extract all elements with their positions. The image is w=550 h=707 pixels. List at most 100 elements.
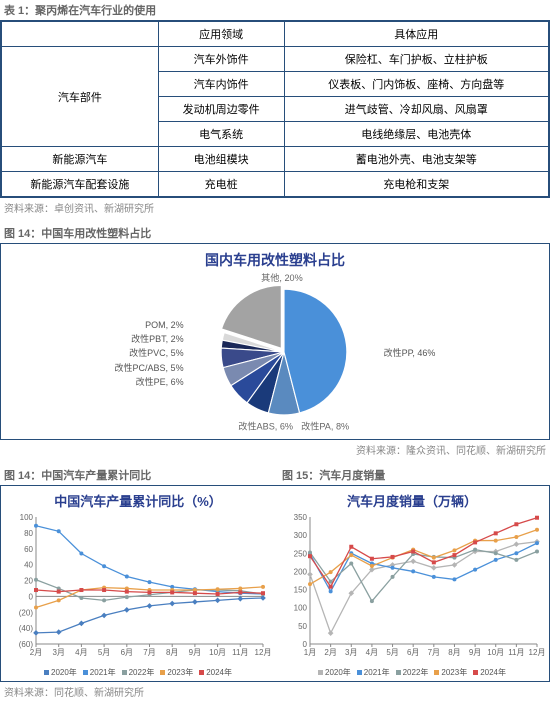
series-marker: [215, 598, 221, 604]
series-marker: [261, 585, 265, 589]
series-marker: [494, 558, 498, 562]
series-marker: [514, 522, 518, 526]
svg-text:7月: 7月: [143, 648, 155, 657]
svg-text:2月: 2月: [324, 648, 336, 657]
series-marker: [57, 529, 61, 533]
series-marker: [329, 585, 333, 589]
series-marker: [79, 588, 83, 592]
legend-item: 2022年: [396, 667, 429, 678]
series-marker: [349, 545, 353, 549]
series-marker: [34, 605, 38, 609]
series-marker: [79, 596, 83, 600]
line2-legend: 2020年2021年2022年2023年2024年: [278, 667, 546, 678]
svg-text:12月: 12月: [529, 648, 546, 657]
svg-text:(40): (40): [19, 624, 34, 633]
legend-item: 2021年: [357, 667, 390, 678]
svg-text:350: 350: [294, 513, 308, 522]
svg-text:300: 300: [294, 531, 308, 540]
series-marker: [102, 588, 106, 592]
svg-text:其他, 20%: 其他, 20%: [261, 272, 303, 283]
usage-table: 应用领域具体应用汽车部件汽车外饰件保险杠、车门护板、立柱护板汽车内饰件仪表板、门…: [0, 20, 550, 198]
table-header: [2, 22, 159, 47]
svg-text:150: 150: [294, 586, 308, 595]
series-marker: [473, 568, 477, 572]
pie-chart-panel: 国内车用改性塑料占比 POM, 2%改性PBT, 2%改性PVC, 5%改性PC…: [0, 243, 550, 440]
series-marker: [535, 549, 539, 553]
series-marker: [216, 592, 220, 596]
series-marker: [170, 590, 174, 594]
svg-text:(20): (20): [19, 608, 34, 617]
legend-item: 2020年: [318, 667, 351, 678]
series-marker: [34, 578, 38, 582]
pie-label: 改性PE, 6%: [115, 375, 184, 389]
series-marker: [33, 630, 39, 636]
pie-source: 资料来源：隆众资讯、同花顺、新湖研究所: [0, 440, 550, 459]
svg-text:6月: 6月: [121, 648, 133, 657]
svg-text:11月: 11月: [508, 648, 524, 657]
series-marker: [79, 552, 83, 556]
series-marker: [370, 599, 374, 603]
pie-left-labels: POM, 2%改性PBT, 2%改性PVC, 5%改性PC/ABS, 5%改性P…: [115, 318, 184, 390]
legend-item: 2023年: [160, 667, 193, 678]
series-marker: [261, 591, 265, 595]
pie-label: 改性PC/ABS, 5%: [115, 361, 184, 375]
pie-svg-container: 其他, 20%改性ABS, 6%改性PA, 8%: [204, 272, 364, 435]
series-marker: [148, 580, 152, 584]
table-cell: 电气系统: [158, 122, 284, 147]
series-marker: [391, 566, 395, 570]
svg-text:60: 60: [24, 545, 33, 554]
line1-panel: 中国汽车产量累计同比（%） (60)(40)(20)0204060801002月…: [4, 489, 272, 678]
svg-text:10月: 10月: [209, 648, 226, 657]
svg-text:100: 100: [294, 604, 308, 613]
line2-panel: 汽车月度销量（万辆） 0501001502002503003501月2月3月4月…: [278, 489, 546, 678]
series-marker: [431, 565, 437, 571]
table-cell: 电池组模块: [158, 147, 284, 172]
series-marker: [535, 541, 539, 545]
svg-text:4月: 4月: [75, 648, 87, 657]
series-marker: [125, 590, 129, 594]
line1-legend: 2020年2021年2022年2023年2024年: [4, 667, 272, 678]
line1-caption: 图 14：中国汽车产量累计同比: [0, 465, 272, 485]
series-marker: [535, 516, 539, 520]
series-marker: [125, 575, 129, 579]
table-header: 应用领域: [158, 22, 284, 47]
svg-text:4月: 4月: [366, 648, 378, 657]
svg-text:20: 20: [24, 577, 33, 586]
svg-text:50: 50: [298, 622, 307, 631]
series-marker: [514, 558, 518, 562]
svg-text:6月: 6月: [407, 648, 419, 657]
pie-label: 改性PVC, 5%: [115, 346, 184, 360]
legend-item: 2022年: [122, 667, 155, 678]
svg-text:100: 100: [20, 513, 34, 522]
series-marker: [349, 561, 353, 565]
series-marker: [473, 548, 477, 552]
line-pair: 中国汽车产量累计同比（%） (60)(40)(20)0204060801002月…: [0, 485, 550, 682]
line2-svg: 0501001502002503003501月2月3月4月5月6月7月8月9月1…: [278, 512, 546, 662]
series-marker: [391, 575, 395, 579]
table-cell: 充电枪和支架: [284, 172, 548, 197]
series-line: [310, 518, 537, 587]
series-marker: [308, 554, 312, 558]
series-marker: [56, 629, 62, 635]
series-marker: [169, 601, 175, 607]
series-marker: [410, 558, 416, 564]
svg-text:10月: 10月: [487, 648, 504, 657]
series-marker: [79, 621, 85, 627]
pie-title: 国内车用改性塑料占比: [7, 250, 543, 270]
table-cell: 新能源汽车配套设施: [2, 172, 159, 197]
series-marker: [125, 595, 129, 599]
series-marker: [494, 531, 498, 535]
svg-text:8月: 8月: [448, 648, 460, 657]
series-marker: [34, 524, 38, 528]
pair-source: 资料来源：同花顺、新湖研究所: [0, 682, 550, 701]
series-marker: [452, 577, 456, 581]
svg-text:0: 0: [29, 592, 34, 601]
series-marker: [535, 528, 539, 532]
table-cell: 充电桩: [158, 172, 284, 197]
series-marker: [432, 556, 436, 560]
svg-text:3月: 3月: [52, 648, 64, 657]
series-marker: [308, 582, 312, 586]
series-marker: [148, 590, 152, 594]
pie-right-labels: 改性PP, 46%: [384, 346, 436, 360]
svg-text:2月: 2月: [30, 648, 42, 657]
